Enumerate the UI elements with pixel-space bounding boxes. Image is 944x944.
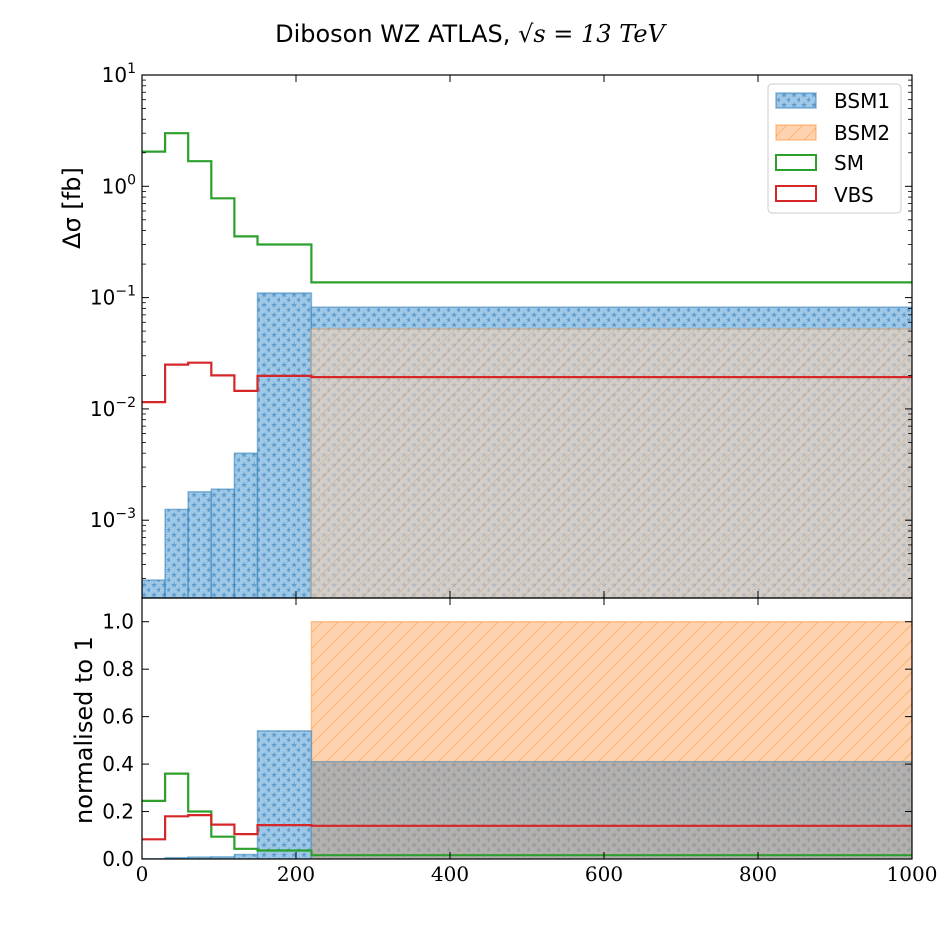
top-ytick-label-0: 10−3 — [90, 506, 136, 532]
top-panel-lines — [142, 132, 912, 404]
legend-swatch-sm — [775, 154, 817, 171]
legend-label-bsm2: BSM2 — [834, 121, 890, 145]
bottom-ytick-label-1: 0.2 — [102, 800, 134, 824]
top-bar-bsm1-2 — [187, 491, 213, 598]
top-bar-bsm1-3 — [210, 488, 236, 598]
top-ytick-label-1: 10−2 — [90, 395, 136, 421]
legend-item-sm: SM — [775, 151, 864, 175]
bottom-ytick-label-0: 0.0 — [102, 847, 134, 871]
legend-label-sm: SM — [834, 151, 864, 175]
xtick-label-2: 400 — [431, 862, 469, 886]
bottom-panel-frame — [141, 597, 913, 860]
legend-swatch-bsm2 — [775, 124, 817, 141]
xtick-label-0: 0 — [136, 862, 149, 886]
chart-title-math: √s = 13 TeV — [518, 20, 667, 48]
chart-title-prefix: Diboson WZ ATLAS, — [275, 20, 518, 48]
legend-swatch-bsm1 — [775, 92, 817, 109]
xtick-label-3: 600 — [585, 862, 623, 886]
legend-item-vbs: VBS — [775, 183, 874, 207]
bottom-ytick-label-3: 0.6 — [102, 705, 134, 729]
bottom-bar-bsm1-5 — [256, 730, 313, 859]
xtick-label-1: 200 — [277, 862, 315, 886]
top-overlap-6 — [311, 329, 912, 598]
top-line-vbs — [142, 361, 912, 404]
bottom-bar-bsm1-4 — [233, 853, 259, 859]
bottom-panel-lines — [142, 772, 912, 857]
bottom-ytick-label-5: 1.0 — [102, 610, 134, 634]
chart-title: Diboson WZ ATLAS, √s = 13 TeV — [275, 20, 667, 48]
top-line-sm — [142, 132, 912, 284]
bottom-panel-bars — [142, 620, 912, 859]
top-ytick-label-4: 101 — [102, 61, 136, 87]
top-ytick-label-3: 100 — [102, 172, 136, 198]
top-ytick-label-2: 10−1 — [90, 284, 136, 310]
bottom-ytick-label-2: 0.4 — [102, 752, 134, 776]
legend-label-bsm1: BSM1 — [834, 89, 890, 113]
bottom-line-sm — [142, 772, 912, 857]
top-bar-bsm1-4 — [233, 452, 259, 598]
top-bar-bsm1-0 — [142, 579, 166, 598]
legend-label-vbs: VBS — [834, 183, 874, 207]
legend: BSM1 BSM2 SM VBS — [767, 83, 902, 214]
xtick-label-5: 1000 — [887, 862, 938, 886]
top-bar-bsm1-5 — [256, 292, 313, 598]
bottom-y-axis-label: normalised to 1 — [70, 636, 98, 824]
top-bar-bsm1-1 — [164, 508, 189, 598]
bottom-overlap-6 — [311, 761, 912, 859]
legend-swatch-vbs — [775, 185, 817, 202]
top-y-axis-label: Δσ [fb] — [58, 167, 86, 249]
bottom-ytick-label-4: 0.8 — [102, 657, 134, 681]
axis-ticks: 10−3 10−2 10−1 100 101 0.0 0.2 0.4 0.6 0.8 1.0 0 200… — [90, 61, 938, 886]
top-panel-bars — [142, 292, 912, 598]
xtick-label-4: 800 — [739, 862, 777, 886]
legend-item-bsm1: BSM1 — [775, 89, 890, 113]
bottom-line-vbs — [142, 814, 912, 841]
legend-box — [767, 83, 902, 214]
legend-item-bsm2: BSM2 — [775, 121, 890, 145]
